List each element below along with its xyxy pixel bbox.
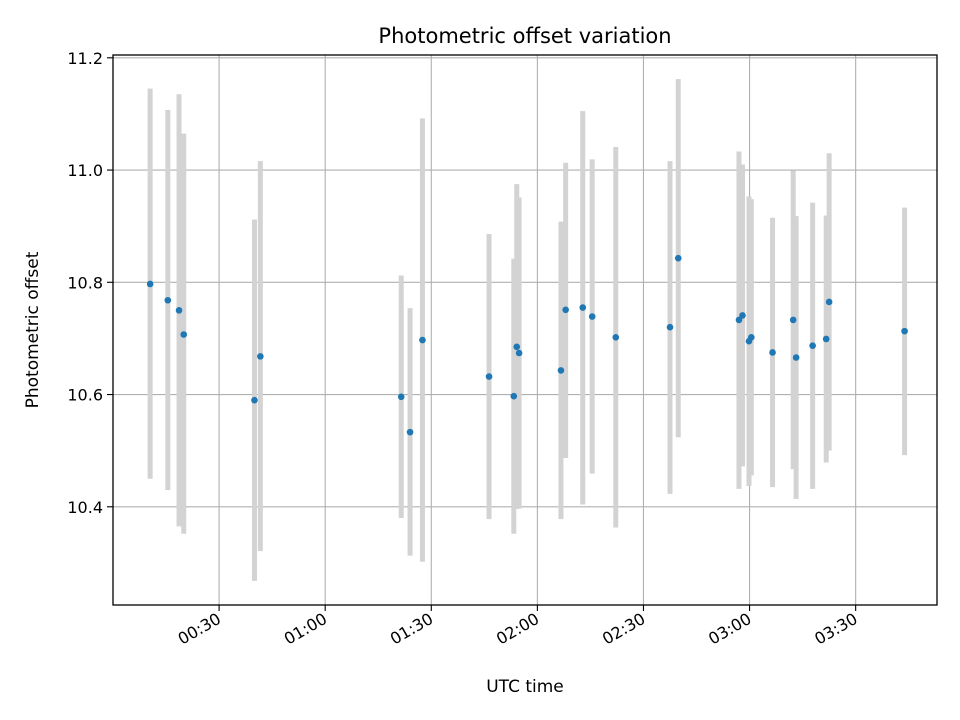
data-point xyxy=(406,428,414,436)
data-point xyxy=(789,316,797,324)
x-tick-label: 00:30 xyxy=(175,609,224,649)
data-point xyxy=(769,349,776,356)
data-point xyxy=(901,327,908,335)
y-tick-label: 11.0 xyxy=(67,161,103,180)
data-point xyxy=(510,392,518,400)
data-point xyxy=(419,336,426,344)
y-tick-label: 10.6 xyxy=(67,386,103,405)
error-bars xyxy=(147,79,908,581)
x-axis-title: UTC time xyxy=(486,677,564,697)
data-point xyxy=(397,393,405,401)
data-point xyxy=(557,367,565,374)
y-tick-label: 10.8 xyxy=(67,273,103,292)
x-tick-label: 02:00 xyxy=(493,609,542,649)
data-point xyxy=(579,304,587,311)
data-point xyxy=(562,306,569,314)
y-axis-title: Photometric offset xyxy=(23,251,43,408)
data-point xyxy=(175,307,183,314)
data-point xyxy=(257,353,264,360)
data-point xyxy=(735,316,743,324)
chart-title: Photometric offset variation xyxy=(378,24,671,48)
y-tick-label: 11.2 xyxy=(67,49,103,68)
data-point xyxy=(164,296,172,304)
data-point xyxy=(515,349,523,357)
y-axis-ticks: 10.4 10.6 10.8 11.0 11.2 xyxy=(67,49,113,517)
data-point xyxy=(666,323,674,331)
data-point xyxy=(822,335,830,343)
y-tick-label: 10.4 xyxy=(67,498,103,517)
x-tick-label: 01:30 xyxy=(387,609,436,649)
data-point xyxy=(809,342,816,350)
plot-area-frame xyxy=(112,54,938,606)
data-point xyxy=(146,280,154,288)
data-point xyxy=(674,254,682,262)
x-axis-ticks: 00:30 01:00 01:30 02:00 02:30 03:00 03:30 xyxy=(175,605,861,649)
data-point xyxy=(485,373,493,380)
data-points xyxy=(146,254,908,436)
data-point xyxy=(588,313,596,320)
x-tick-label: 02:30 xyxy=(599,609,648,649)
data-point xyxy=(739,312,746,319)
data-point xyxy=(180,331,188,338)
x-tick-label: 01:00 xyxy=(281,609,330,649)
data-point xyxy=(748,333,755,341)
data-point xyxy=(825,298,833,306)
data-point xyxy=(792,354,800,361)
data-point xyxy=(612,333,620,341)
x-tick-label: 03:30 xyxy=(811,609,860,649)
data-point xyxy=(513,343,521,351)
data-point xyxy=(251,396,258,404)
x-tick-label: 03:00 xyxy=(705,609,754,649)
